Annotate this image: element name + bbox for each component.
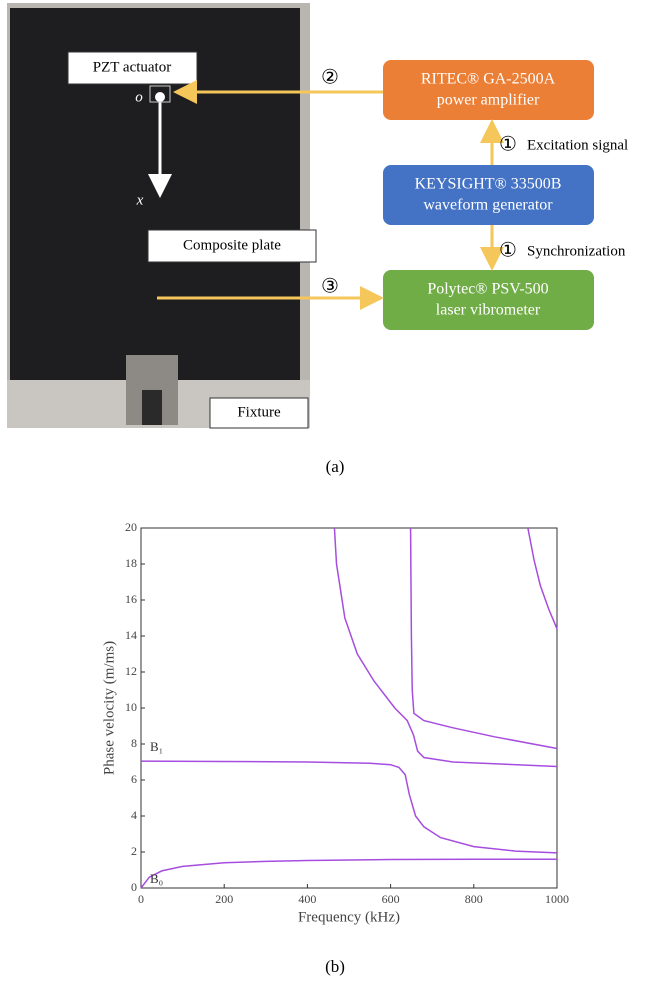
device-name: KEYSIGHT® 33500B xyxy=(415,176,562,193)
actuator-label: PZT actuator xyxy=(93,59,171,75)
annotation: B₁ xyxy=(150,739,163,754)
curve xyxy=(528,528,557,629)
axis-label: x xyxy=(136,192,144,208)
x-tick-label: 0 xyxy=(138,892,144,906)
step-number: ① xyxy=(499,134,517,156)
device-name: RITEC® GA-2500A xyxy=(421,71,556,88)
y-tick-label: 12 xyxy=(125,664,137,678)
y-tick-label: 4 xyxy=(131,808,137,822)
step-text: Excitation signal xyxy=(527,137,628,153)
x-tick-label: 600 xyxy=(382,892,400,906)
curve xyxy=(334,528,557,767)
device-box xyxy=(383,165,594,225)
device-name: Polytec® PSV-500 xyxy=(427,281,548,298)
plot-frame xyxy=(141,528,557,888)
y-tick-label: 8 xyxy=(131,736,137,750)
y-axis-label: Phase velocity (m/ms) xyxy=(101,641,117,775)
curve xyxy=(141,761,557,853)
device-desc: power amplifier xyxy=(437,92,540,109)
device-box xyxy=(383,270,594,330)
caption: (b) xyxy=(325,957,345,976)
plate-label: Composite plate xyxy=(183,237,281,253)
x-tick-label: 800 xyxy=(465,892,483,906)
x-tick-label: 1000 xyxy=(545,892,569,906)
step-number: ② xyxy=(321,67,339,89)
figure: PZT actuator o x Composite plate Fixture… xyxy=(0,0,653,981)
device-desc: laser vibrometer xyxy=(436,302,541,319)
y-tick-label: 14 xyxy=(125,628,137,642)
step-text: Synchronization xyxy=(527,243,626,259)
step-number: ① xyxy=(499,240,517,262)
y-tick-label: 2 xyxy=(131,844,137,858)
device-desc: waveform generator xyxy=(423,197,553,214)
step-number: ③ xyxy=(321,276,339,298)
y-tick-label: 10 xyxy=(125,700,137,714)
y-tick-label: 6 xyxy=(131,772,137,786)
y-tick-label: 0 xyxy=(131,880,137,894)
origin-label: o xyxy=(135,89,143,105)
y-tick-label: 16 xyxy=(125,592,137,606)
annotation: B₀ xyxy=(150,871,163,886)
chart: Frequency (kHz) Phase velocity (m/ms) 0 2… xyxy=(101,520,569,926)
curve xyxy=(141,859,557,888)
y-tick-label: 18 xyxy=(125,556,137,570)
x-axis-label: Frequency (kHz) xyxy=(298,909,400,925)
caption: (a) xyxy=(326,457,345,476)
x-tick-label: 200 xyxy=(215,892,233,906)
page: {"figure_a": {"caption": "(a)", "photo_l… xyxy=(0,0,653,981)
fixture-label: Fixture xyxy=(237,404,281,420)
x-tick-label: 400 xyxy=(298,892,316,906)
y-tick-label: 20 xyxy=(125,520,137,534)
device-box xyxy=(383,60,594,120)
